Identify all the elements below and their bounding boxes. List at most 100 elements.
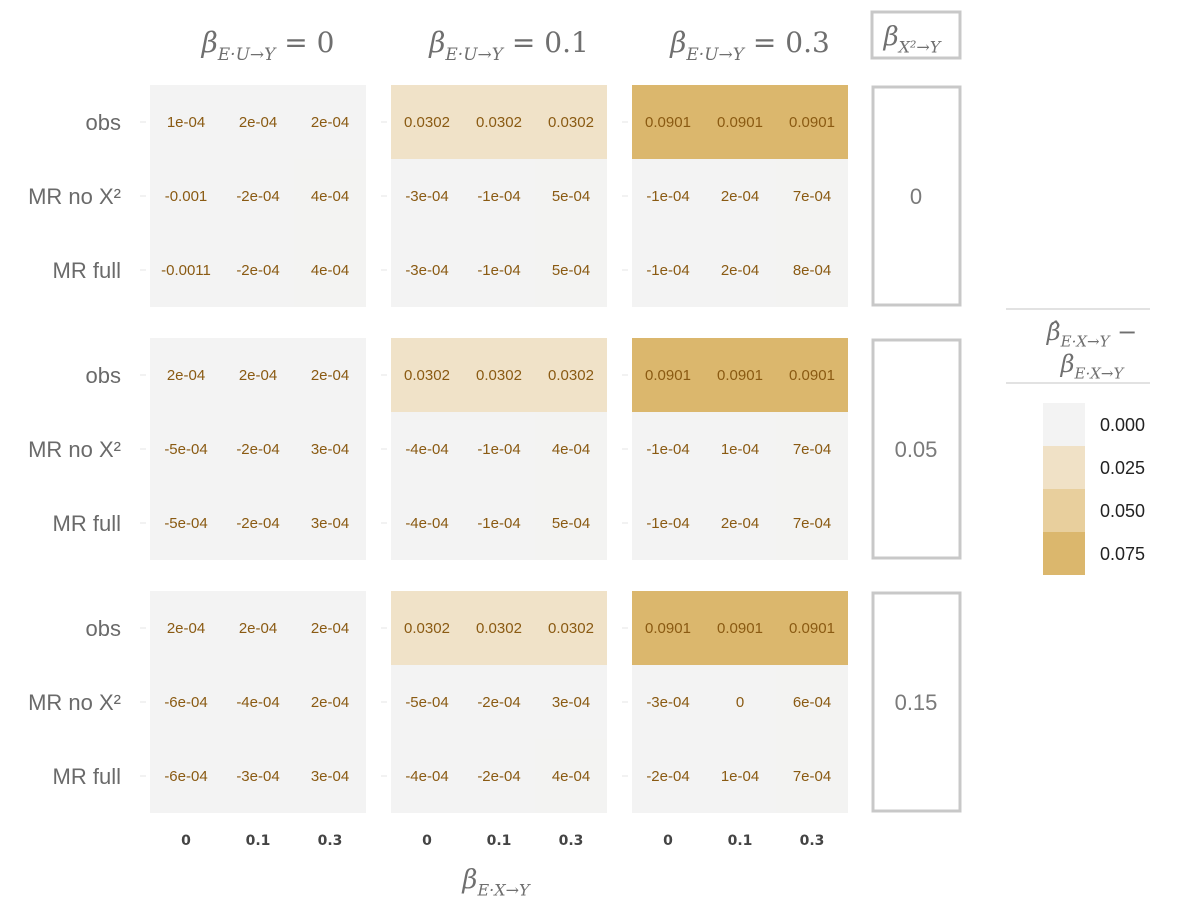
heat-cell bbox=[535, 412, 607, 486]
heat-cell bbox=[535, 486, 607, 560]
heat-cell bbox=[222, 486, 294, 560]
row-label-1-2: MR full bbox=[53, 511, 121, 536]
cell-value: -1e-04 bbox=[477, 515, 520, 532]
heat-cell bbox=[463, 233, 535, 307]
row-facet-title: βX²→Y bbox=[883, 22, 942, 56]
heat-cell bbox=[222, 159, 294, 233]
heat-cell bbox=[391, 486, 463, 560]
cell-value: -2e-04 bbox=[236, 441, 279, 458]
cell-value: 3e-04 bbox=[552, 694, 590, 711]
row-facet-value-1: 0.05 bbox=[895, 437, 938, 462]
cell-value: 0.0901 bbox=[717, 620, 763, 637]
cell-value: -1e-04 bbox=[477, 262, 520, 279]
cell-value: -3e-04 bbox=[405, 262, 448, 279]
cell-value: 2e-04 bbox=[721, 515, 759, 532]
heat-cell bbox=[776, 739, 848, 813]
cell-value: 7e-04 bbox=[793, 188, 831, 205]
cell-value: 4e-04 bbox=[311, 188, 349, 205]
heat-cell bbox=[463, 665, 535, 739]
legend-key-0 bbox=[1043, 403, 1085, 446]
heat-cell bbox=[150, 159, 222, 233]
cell-value: 4e-04 bbox=[552, 768, 590, 785]
cell-value: 2e-04 bbox=[311, 620, 349, 637]
heat-cell bbox=[776, 412, 848, 486]
heat-cell bbox=[776, 159, 848, 233]
row-facet-strip-2 bbox=[871, 591, 962, 813]
cell-value: -1e-04 bbox=[646, 515, 689, 532]
cell-value: 2e-04 bbox=[721, 188, 759, 205]
cell-value: -4e-04 bbox=[405, 768, 448, 785]
cell-value: -1e-04 bbox=[646, 441, 689, 458]
heat-cell bbox=[294, 159, 366, 233]
cell-value: -5e-04 bbox=[405, 694, 448, 711]
row-label-0-1: MR no X² bbox=[28, 184, 121, 209]
cell-value: 2e-04 bbox=[167, 620, 205, 637]
cell-value: -5e-04 bbox=[164, 515, 207, 532]
cell-value: -0.001 bbox=[165, 188, 208, 205]
heat-cell bbox=[294, 233, 366, 307]
heat-cell bbox=[391, 338, 463, 412]
heat-cell bbox=[776, 338, 848, 412]
heat-cell bbox=[704, 591, 776, 665]
heat-cell bbox=[776, 665, 848, 739]
row-facet-strip-0 bbox=[871, 85, 962, 307]
legend-label-2: 0.050 bbox=[1100, 501, 1145, 521]
heat-cell bbox=[704, 338, 776, 412]
heat-cell bbox=[535, 739, 607, 813]
cell-value: -3e-04 bbox=[405, 188, 448, 205]
legend-label-0: 0.000 bbox=[1100, 415, 1145, 435]
cell-value: 0.0302 bbox=[404, 620, 450, 637]
heat-cell bbox=[463, 85, 535, 159]
x-tick-label: 0.1 bbox=[487, 833, 512, 849]
cell-value: -1e-04 bbox=[477, 188, 520, 205]
cell-value: 0.0901 bbox=[789, 367, 835, 384]
cell-value: -6e-04 bbox=[164, 694, 207, 711]
row-label-0-2: MR full bbox=[53, 258, 121, 283]
heat-cell bbox=[222, 85, 294, 159]
heat-cell bbox=[704, 233, 776, 307]
cell-value: 0 bbox=[736, 694, 744, 711]
heat-cell bbox=[632, 159, 704, 233]
heat-cell bbox=[632, 338, 704, 412]
cell-value: 1e-04 bbox=[721, 768, 759, 785]
cell-value: 0.0302 bbox=[476, 367, 522, 384]
heat-cell bbox=[150, 338, 222, 412]
heat-cell bbox=[391, 665, 463, 739]
heat-cell bbox=[535, 338, 607, 412]
x-tick-label: 0.3 bbox=[800, 833, 825, 849]
heat-cell bbox=[535, 233, 607, 307]
cell-value: 0.0302 bbox=[548, 367, 594, 384]
cell-value: 5e-04 bbox=[552, 515, 590, 532]
x-tick-label: 0.1 bbox=[246, 833, 271, 849]
heat-cell bbox=[391, 412, 463, 486]
heat-cell bbox=[704, 412, 776, 486]
cell-value: 0.0302 bbox=[404, 367, 450, 384]
cell-value: 0.0302 bbox=[548, 620, 594, 637]
cell-value: 2e-04 bbox=[311, 694, 349, 711]
heat-cell bbox=[463, 591, 535, 665]
cell-value: 2e-04 bbox=[167, 367, 205, 384]
heat-cell bbox=[294, 591, 366, 665]
x-tick-label: 0.1 bbox=[728, 833, 753, 849]
cell-value: -0.0011 bbox=[161, 262, 211, 279]
cell-value: -2e-04 bbox=[236, 188, 279, 205]
cell-value: 0.0901 bbox=[645, 114, 691, 131]
col-facet-title-0: βE·U→Y = 0 bbox=[201, 26, 335, 65]
cell-value: -4e-04 bbox=[236, 694, 279, 711]
heat-cell bbox=[463, 338, 535, 412]
cell-value: -2e-04 bbox=[477, 694, 520, 711]
x-tick-label: 0 bbox=[181, 833, 191, 849]
x-tick-label: 0.3 bbox=[559, 833, 584, 849]
cell-value: 0.0302 bbox=[476, 114, 522, 131]
row-facet-value-2: 0.15 bbox=[895, 690, 938, 715]
x-tick-label: 0 bbox=[663, 833, 673, 849]
cell-value: -4e-04 bbox=[405, 515, 448, 532]
heat-cell bbox=[704, 85, 776, 159]
cell-value: 5e-04 bbox=[552, 262, 590, 279]
cell-value: 0.0901 bbox=[645, 620, 691, 637]
heat-cell bbox=[150, 591, 222, 665]
heat-cell bbox=[632, 665, 704, 739]
heat-cell bbox=[150, 233, 222, 307]
heat-cell bbox=[222, 233, 294, 307]
